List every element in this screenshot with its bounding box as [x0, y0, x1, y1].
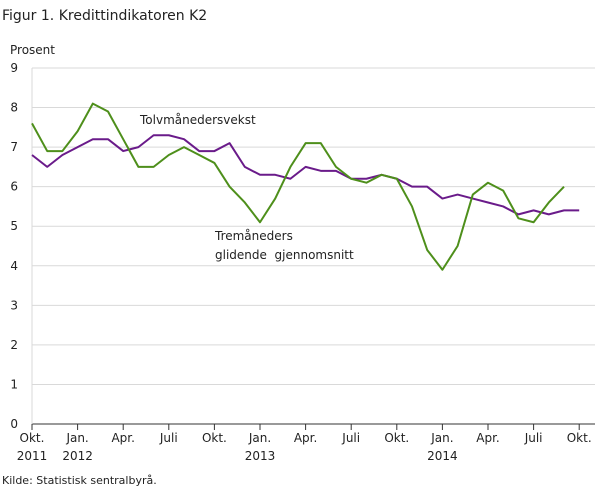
y-tick-label: 3 [10, 298, 18, 312]
y-tick-label: 1 [10, 377, 18, 391]
x-tick-label: Jan. [248, 431, 271, 445]
x-tick-label: Okt. [202, 431, 227, 445]
x-tick-label: Apr. [476, 431, 499, 445]
series-line [31, 134, 580, 216]
x-tick-label: Juli [524, 431, 543, 445]
x-tick-label: Okt. [20, 431, 45, 445]
x-tick-label: Juli [159, 431, 178, 445]
y-tick-label: 7 [10, 140, 18, 154]
chart-title: Figur 1. Kredittindikatoren K2 [2, 8, 207, 24]
y-tick-label: 8 [10, 101, 18, 115]
x-tick-label: Juli [341, 431, 360, 445]
x-year-label: 2011 [17, 449, 48, 463]
x-year-label: 2014 [427, 449, 458, 463]
series-label: Tremåneders glidende gjennomsnitt [215, 229, 354, 262]
y-tick-label: 4 [10, 259, 18, 273]
y-tick-label: 6 [10, 180, 18, 194]
y-tick-label: 0 [10, 417, 18, 431]
x-tick-label: Jan. [65, 431, 88, 445]
series-line [31, 102, 565, 271]
series-label: Tolvmånedersvekst [140, 113, 256, 127]
x-tick-label: Okt. [567, 431, 592, 445]
x-year-label: 2013 [245, 449, 276, 463]
x-tick-label: Apr. [111, 431, 134, 445]
y-tick-label: 9 [10, 61, 18, 75]
y-axis-label: Prosent [10, 43, 55, 57]
source: Kilde: Statistisk sentralbyrå. [2, 474, 157, 487]
x-year-label: 2012 [62, 449, 93, 463]
y-tick-label: 5 [10, 219, 18, 233]
x-tick-label: Jan. [430, 431, 453, 445]
y-tick-label: 2 [10, 338, 18, 352]
x-tick-label: Apr. [294, 431, 317, 445]
x-tick-label: Okt. [384, 431, 409, 445]
